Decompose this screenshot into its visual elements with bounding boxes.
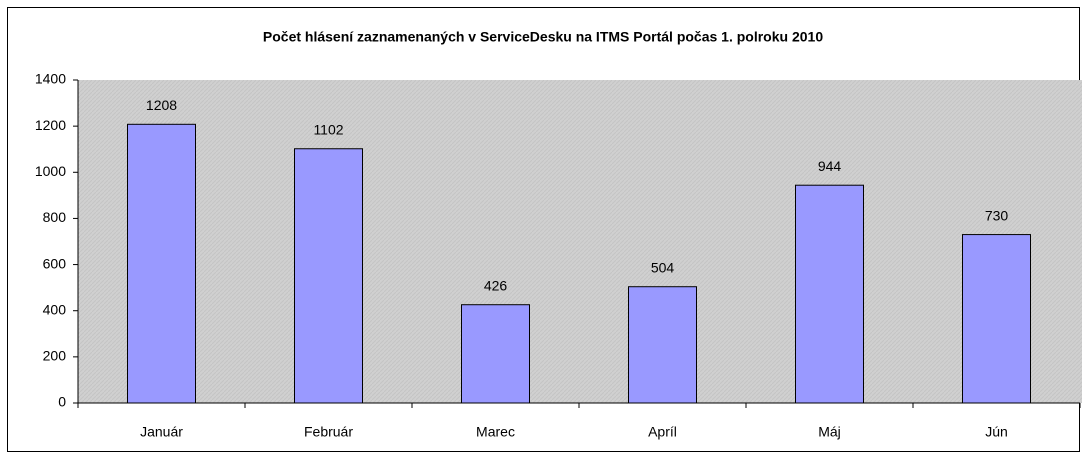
y-tick-label: 400 <box>43 301 67 317</box>
data-label: 1102 <box>313 121 343 137</box>
chart-title: Počet hlásení zaznamenaných v ServiceDes… <box>263 29 823 45</box>
x-tick-label: Február <box>304 424 353 440</box>
data-label: 730 <box>985 207 1009 223</box>
y-tick-label: 1200 <box>35 117 66 133</box>
y-tick-label: 1400 <box>35 71 66 87</box>
bar <box>795 184 864 404</box>
data-label: 1208 <box>146 97 177 113</box>
bar <box>461 304 530 404</box>
x-tick-label: Január <box>140 424 183 440</box>
x-tick-label: Máj <box>818 424 841 440</box>
data-label: 944 <box>818 158 842 174</box>
bar <box>628 286 697 404</box>
x-tick-label: Apríl <box>648 424 677 440</box>
y-tick-label: 200 <box>43 348 67 364</box>
y-tick-label: 600 <box>43 255 67 271</box>
data-label: 426 <box>484 277 508 293</box>
y-tick-label: 1000 <box>35 163 66 179</box>
bar <box>962 234 1031 404</box>
y-tick-label: 0 <box>58 394 66 410</box>
x-tick-label: Jún <box>985 424 1008 440</box>
y-tick-label: 800 <box>43 209 67 225</box>
x-tick-label: Marec <box>476 424 515 440</box>
bar <box>294 148 363 404</box>
bar <box>127 123 196 404</box>
plot-area <box>78 80 1082 403</box>
data-label: 504 <box>651 259 675 275</box>
